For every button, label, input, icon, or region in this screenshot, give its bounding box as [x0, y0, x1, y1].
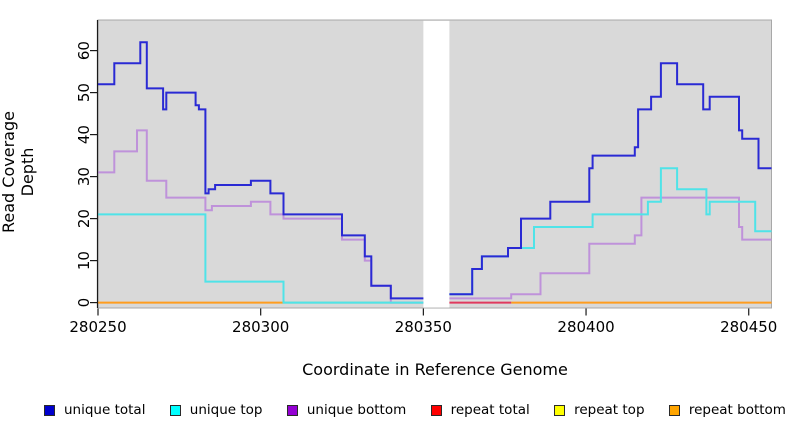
legend-swatch-unique-total: [44, 404, 55, 416]
x-tick-label: 280400: [557, 318, 614, 336]
legend-item-unique-total: unique total: [44, 402, 145, 418]
legend-swatch-repeat-total: [430, 404, 442, 416]
series-unique-top: [98, 213, 424, 304]
legend-item-unique-top: unique top: [169, 402, 263, 418]
legend-label: repeat top: [574, 402, 645, 418]
y-tick-label: 40: [75, 125, 93, 144]
x-tick-label: 280250: [69, 318, 126, 336]
y-axis-title: Read Coverage Depth: [0, 111, 37, 233]
no-data-gap: [423, 20, 450, 308]
legend: unique total unique top unique bottom repea…: [44, 398, 786, 422]
legend-label: unique total: [64, 402, 146, 418]
series-unique-bottom: [449, 196, 772, 300]
x-axis-title: Coordinate in Reference Genome: [302, 360, 568, 379]
legend-label: unique bottom: [306, 402, 407, 418]
legend-swatch-repeat-bottom: [668, 404, 680, 416]
legend-item-repeat-top: repeat top: [554, 402, 645, 418]
series-unique-bottom: [98, 129, 424, 304]
y-tick-label: 60: [75, 41, 93, 60]
legend-item-repeat-total: repeat total: [430, 402, 530, 418]
legend-item-repeat-bottom: repeat bottom: [668, 402, 786, 418]
y-tick-label: 20: [75, 209, 93, 228]
legend-swatch-unique-bottom: [286, 404, 298, 416]
legend-label: repeat total: [450, 402, 530, 418]
y-tick-label: 30: [75, 167, 93, 186]
series-unique-total: [98, 41, 424, 300]
x-tick-label: 280300: [232, 318, 289, 336]
x-tick-label: 280450: [720, 318, 777, 336]
y-tick-label: 0: [75, 298, 93, 308]
legend-label: unique top: [189, 402, 263, 418]
legend-swatch-unique-top: [169, 404, 181, 416]
legend-item-unique-bottom: unique bottom: [286, 402, 407, 418]
legend-label: repeat bottom: [688, 402, 786, 418]
y-tick-label: 10: [75, 251, 93, 270]
x-tick-label: 280350: [395, 318, 452, 336]
y-tick-label: 50: [75, 83, 93, 102]
legend-swatch-repeat-top: [554, 404, 566, 416]
series-unique-total: [449, 62, 772, 296]
